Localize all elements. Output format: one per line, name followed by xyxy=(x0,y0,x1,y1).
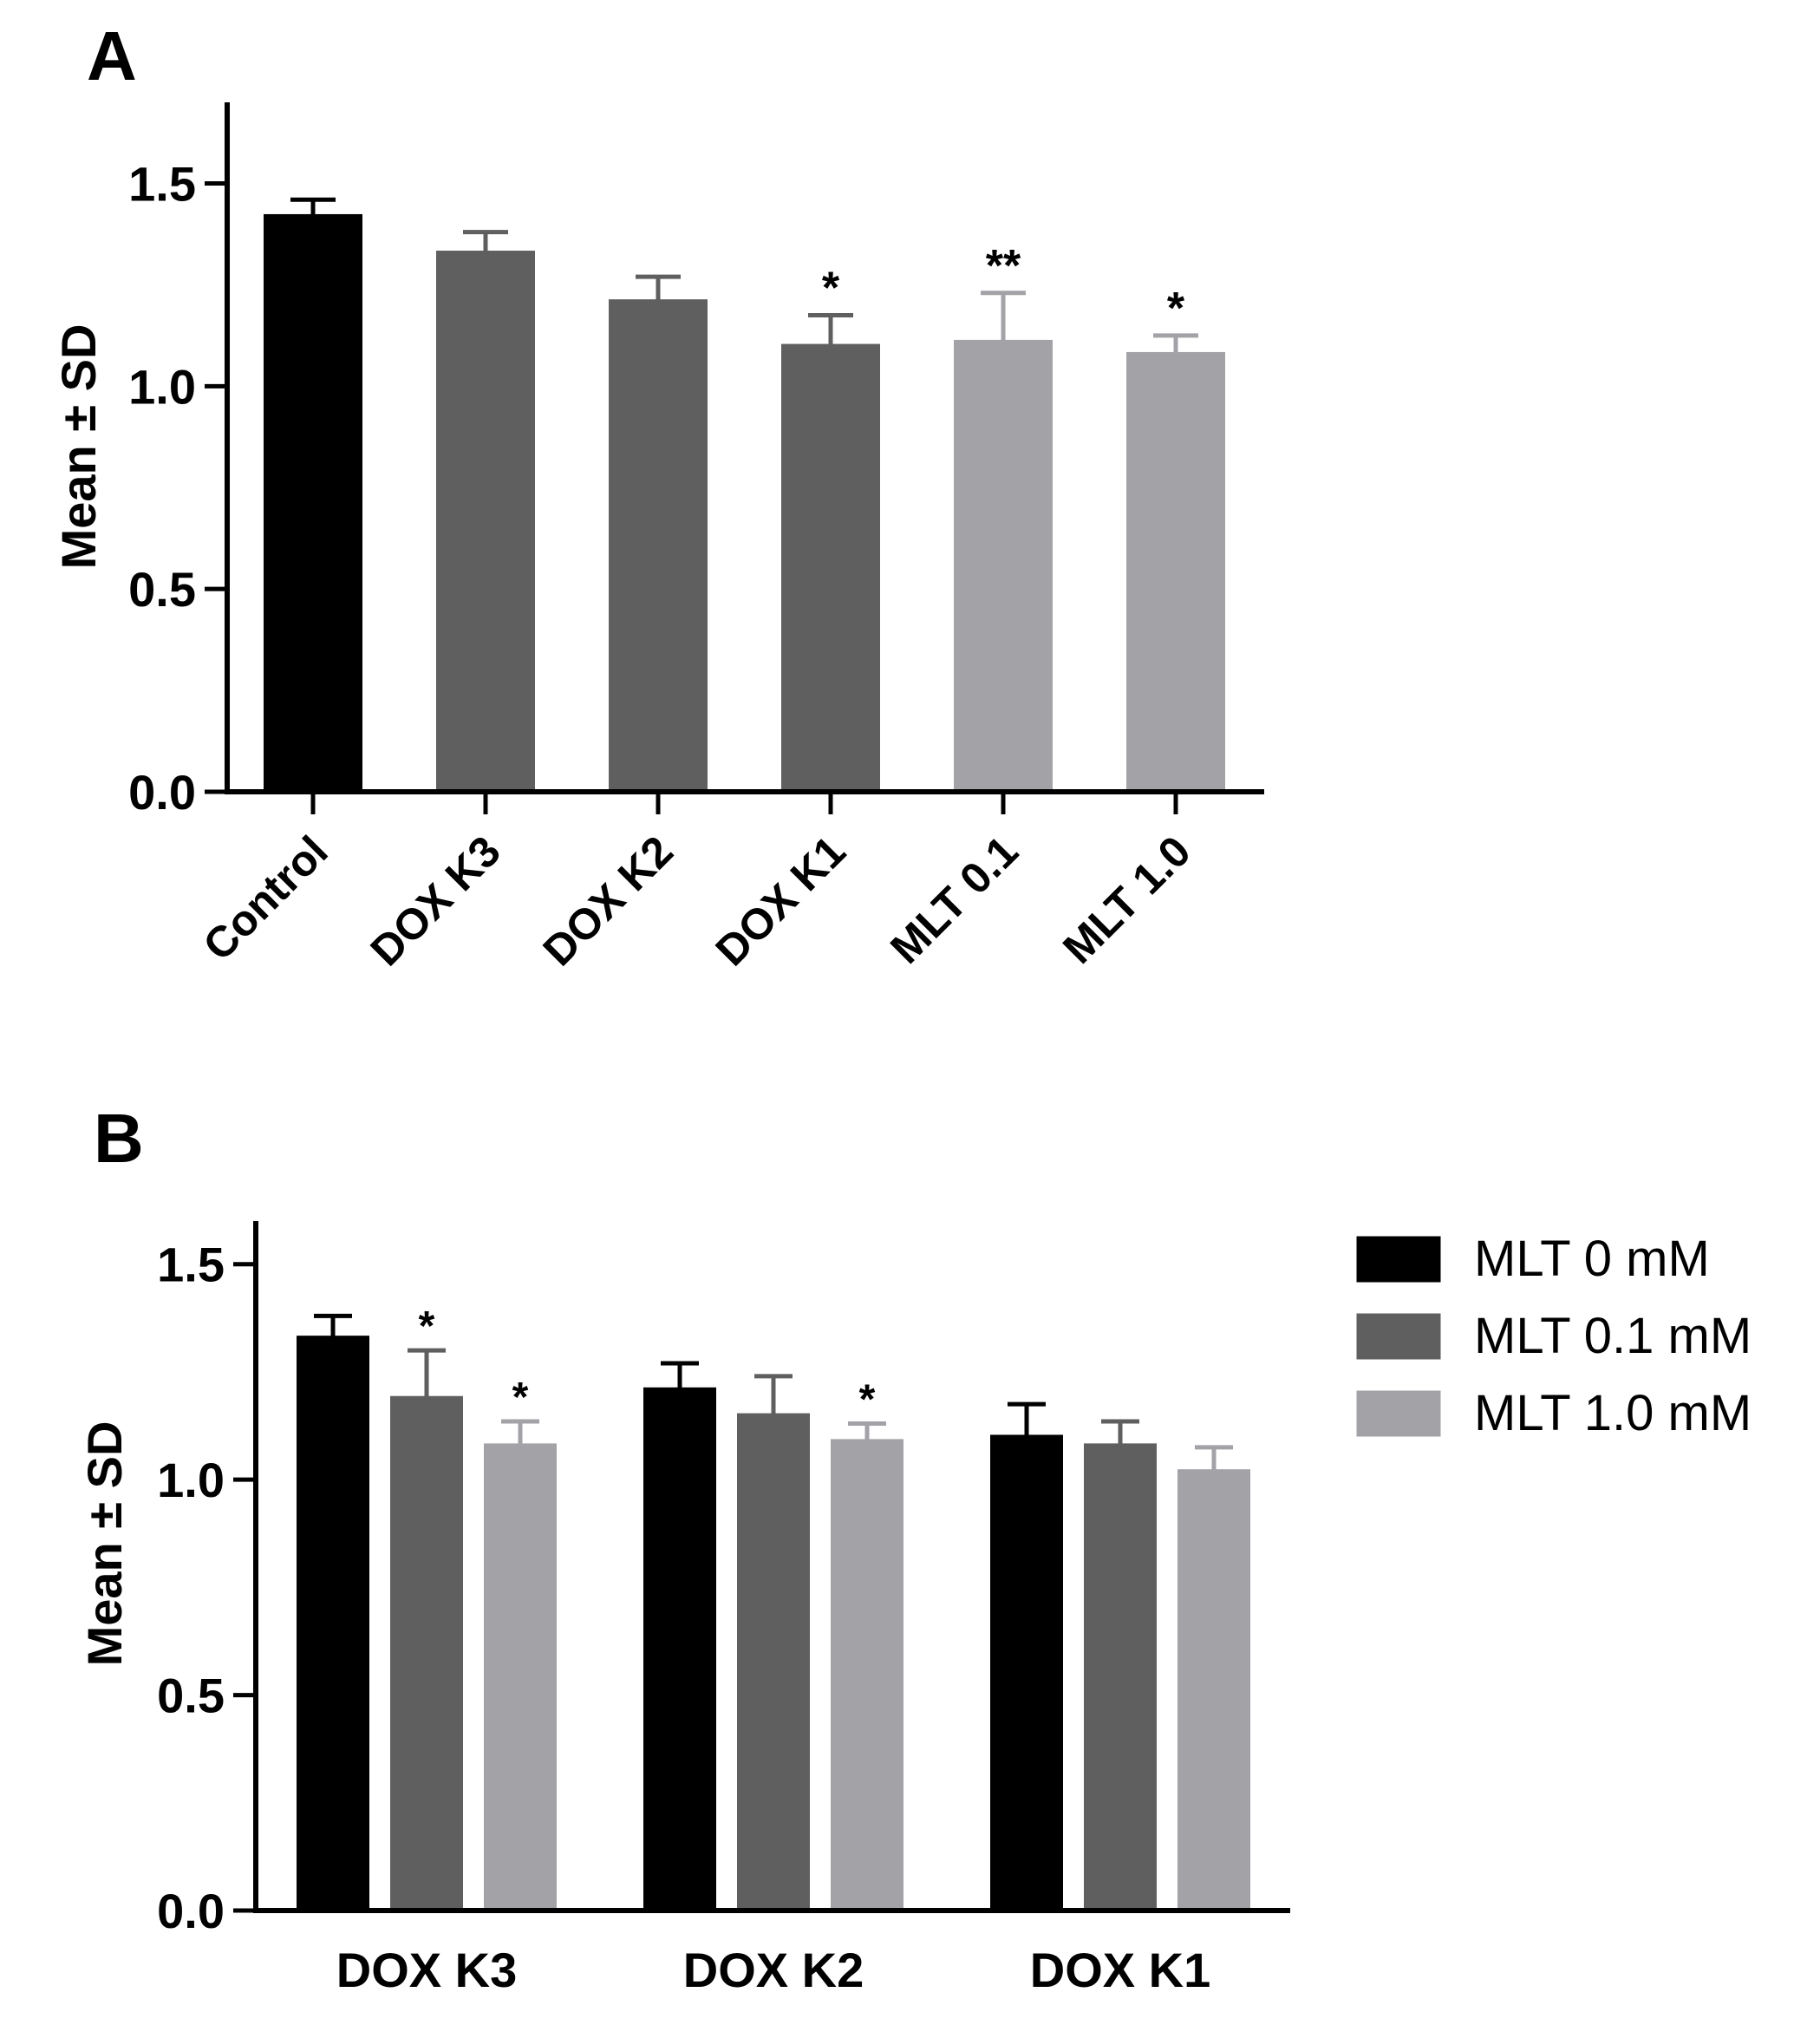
panel-b-bar-0-2 xyxy=(484,1443,557,1912)
panel-b-legend-swatch-0 xyxy=(1356,1236,1441,1283)
panel-b-y-tick-label-0: 0.0 xyxy=(157,1884,225,1938)
panel-a-bar-2 xyxy=(609,299,708,794)
panel-a-y-tick-label-2: 1.0 xyxy=(128,359,196,414)
panel-a-bar-4 xyxy=(954,339,1053,794)
panel-b-legend: MLT 0 mM MLT 0.1 mM MLT 1.0 mM xyxy=(1356,1231,1752,1441)
panel-b-y-tick-label-2: 1.0 xyxy=(157,1453,225,1507)
panel-b-bar-0-1 xyxy=(390,1395,463,1912)
panel-a-x-tick-label-4: MLT 0.1 xyxy=(881,826,1027,973)
panel-b-bar-2-0 xyxy=(990,1434,1063,1912)
panel-b-legend-swatch-1 xyxy=(1356,1313,1441,1360)
panel-b-legend-label-2: MLT 1.0 mM xyxy=(1474,1385,1752,1441)
panel-a-y-tick-label-1: 0.5 xyxy=(128,562,196,617)
panel-a-bar-5 xyxy=(1126,351,1225,794)
panel-b: B Mean ± SD 0.0 0.5 1.0 1.5 * * DOX K3 * DOX K2 D… xyxy=(77,1100,1752,1997)
panel-a-x-tick-label-2: DOX K2 xyxy=(534,826,682,975)
panel-b-bar-1-1 xyxy=(737,1413,810,1912)
panel-a-y-tick-label-3: 1.5 xyxy=(128,157,196,212)
panel-b-x-tick-label-2: DOX K1 xyxy=(1030,1943,1211,1997)
panel-b-x-tick-label-0: DOX K3 xyxy=(336,1943,518,1997)
panel-b-legend-label-1: MLT 0.1 mM xyxy=(1474,1308,1752,1364)
panel-a-significance-4: ** xyxy=(986,241,1021,291)
panel-a-y-tick-label-0: 0.0 xyxy=(128,765,196,820)
panel-b-legend-swatch-2 xyxy=(1356,1390,1441,1437)
panel-b-significance-1-2: * xyxy=(859,1377,876,1423)
panel-b-plot-area: 0.0 0.5 1.0 1.5 * * DOX K3 * DOX K2 DOX K1 xyxy=(157,1221,1290,1997)
panel-a-x-tick-label-1: DOX K3 xyxy=(362,826,510,975)
panel-a-y-axis-title: Mean ± SD xyxy=(51,324,106,570)
panel-b-bar-2-1 xyxy=(1084,1443,1157,1912)
panel-b-bar-1-2 xyxy=(831,1439,903,1912)
panel-b-label: B xyxy=(94,1100,144,1177)
panel-a-x-tick-label-5: MLT 1.0 xyxy=(1054,826,1200,973)
panel-b-significance-0-1: * xyxy=(419,1303,435,1349)
panel-b-y-axis-title: Mean ± SD xyxy=(77,1421,132,1667)
panel-a-bar-3 xyxy=(781,343,880,794)
panel-b-y-tick-label-3: 1.5 xyxy=(157,1238,225,1292)
panel-a-label: A xyxy=(87,17,137,95)
panel-a-x-tick-label-0: Control xyxy=(194,826,337,970)
panel-b-x-tick-label-1: DOX K2 xyxy=(683,1943,864,1997)
panel-b-bar-2-2 xyxy=(1177,1469,1250,1912)
panel-a-significance-5: * xyxy=(1167,284,1185,334)
panel-b-legend-label-0: MLT 0 mM xyxy=(1474,1231,1710,1287)
panel-b-bar-1-0 xyxy=(643,1387,716,1912)
panel-a-significance-3: * xyxy=(822,264,840,314)
panel-b-bar-0-0 xyxy=(297,1336,369,1912)
panel-a-bar-0 xyxy=(264,213,362,794)
panel-a-x-tick-label-3: DOX K1 xyxy=(707,826,855,975)
panel-a-bar-1 xyxy=(436,251,535,794)
panel-b-y-tick-label-1: 0.5 xyxy=(157,1669,225,1723)
panel-b-significance-0-2: * xyxy=(512,1375,529,1421)
